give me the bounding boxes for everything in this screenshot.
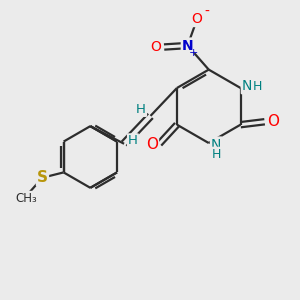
Text: N: N xyxy=(242,79,252,93)
Text: O: O xyxy=(267,114,279,129)
Text: N: N xyxy=(182,38,194,52)
Text: S: S xyxy=(37,170,48,185)
Text: H: H xyxy=(212,148,221,161)
Text: CH₃: CH₃ xyxy=(15,192,37,205)
Text: -: - xyxy=(205,4,209,19)
Text: O: O xyxy=(146,137,158,152)
Text: H: H xyxy=(253,80,262,93)
Text: O: O xyxy=(150,40,161,54)
Text: +: + xyxy=(189,48,198,58)
Text: N: N xyxy=(211,137,221,152)
Text: H: H xyxy=(128,134,138,147)
Text: O: O xyxy=(191,12,202,26)
Text: H: H xyxy=(136,103,146,116)
